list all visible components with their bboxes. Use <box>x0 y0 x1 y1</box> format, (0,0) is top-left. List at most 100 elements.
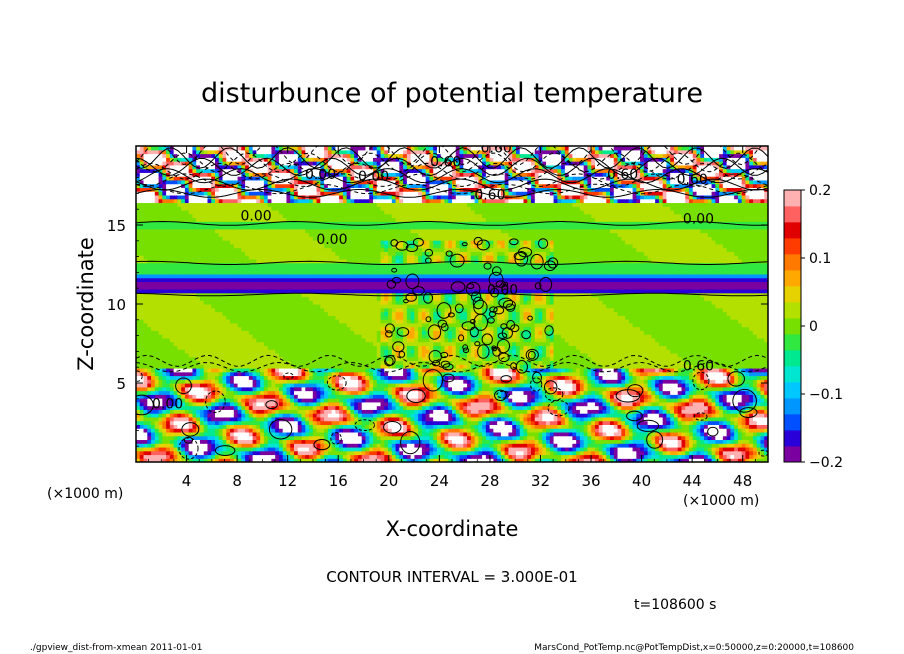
heatmap-cell <box>508 401 513 407</box>
heatmap-cell <box>376 431 382 437</box>
heatmap-cell <box>467 383 472 388</box>
heatmap-cell <box>425 390 431 395</box>
heatmap-cell <box>433 364 438 369</box>
heatmap-cell <box>764 424 768 429</box>
heatmap-cell <box>215 409 220 414</box>
heatmap-cell <box>455 352 461 358</box>
heatmap-cell <box>752 435 758 441</box>
heatmap-cell <box>602 364 607 369</box>
heatmap-cell <box>482 356 487 362</box>
heatmap-cell <box>673 356 679 362</box>
heatmap-cell <box>320 450 325 456</box>
heatmap-cell <box>263 352 269 358</box>
heatmap-cell <box>632 371 637 377</box>
heatmap-cell <box>203 364 209 369</box>
heatmap-cell <box>594 420 600 425</box>
heatmap-cell <box>546 364 551 369</box>
heatmap-cell <box>376 398 382 403</box>
heatmap-cell <box>331 446 336 452</box>
heatmap-cell <box>722 458 728 462</box>
heatmap-cell <box>433 450 438 456</box>
heatmap-cell <box>606 435 611 441</box>
heatmap-cell <box>459 424 464 429</box>
heatmap-cell <box>640 450 645 456</box>
heatmap-cell <box>478 409 483 414</box>
heatmap-cell <box>154 367 160 373</box>
heatmap-cell <box>538 443 543 448</box>
heatmap-cell <box>173 450 178 456</box>
heatmap-cell <box>617 390 622 395</box>
heatmap-cell <box>373 394 378 399</box>
heatmap-cell <box>444 458 449 462</box>
heatmap-cell <box>316 424 321 429</box>
heatmap-cell <box>737 424 743 429</box>
heatmap-cell <box>745 390 750 395</box>
heatmap-cell <box>452 390 457 395</box>
heatmap-cell <box>245 458 250 462</box>
heatmap-cell <box>617 446 622 452</box>
heatmap-cell <box>579 413 585 418</box>
heatmap-cell <box>429 458 434 462</box>
heatmap-cell <box>602 352 607 358</box>
heatmap-cell <box>610 431 615 437</box>
heatmap-cell <box>651 443 656 448</box>
heatmap-cell <box>444 446 449 452</box>
heatmap-cell <box>485 413 491 418</box>
heatmap-cell <box>448 394 453 399</box>
heatmap-cell <box>222 394 227 399</box>
heatmap-cell <box>388 398 393 403</box>
heatmap-cell <box>403 443 408 448</box>
heatmap-cell <box>188 371 194 377</box>
heatmap-cell <box>290 428 295 433</box>
heatmap-cell <box>685 454 690 459</box>
heatmap-cell <box>139 383 145 388</box>
heatmap-cell <box>252 360 257 365</box>
heatmap-cell <box>515 349 521 354</box>
heatmap-cell <box>531 443 536 448</box>
heatmap-cell <box>677 435 683 441</box>
heatmap-cell <box>549 371 555 377</box>
heatmap-cell <box>425 409 431 414</box>
heatmap-cell <box>722 420 728 425</box>
heatmap-cell <box>305 435 310 441</box>
heatmap-cell <box>335 349 340 354</box>
heatmap-cell <box>643 360 649 365</box>
heatmap-cell <box>158 364 163 369</box>
heatmap-cell <box>591 398 596 403</box>
heatmap-cell <box>188 390 194 395</box>
heatmap-cell <box>316 367 321 373</box>
heatmap-cell <box>628 356 634 362</box>
heatmap-cell <box>542 428 547 433</box>
heatmap-cell <box>335 420 340 425</box>
heatmap-cell <box>610 424 615 429</box>
heatmap-cell <box>700 371 705 377</box>
heatmap-cell <box>275 450 280 456</box>
heatmap-cell <box>704 454 709 459</box>
heatmap-cell <box>594 390 600 395</box>
heatmap-cell <box>651 394 656 399</box>
heatmap-cell <box>448 386 453 392</box>
heatmap-cell <box>546 398 551 403</box>
heatmap-cell <box>613 409 619 414</box>
heatmap-cell <box>655 390 660 395</box>
heatmap-cell <box>523 413 528 418</box>
heatmap-cell <box>245 439 250 444</box>
heatmap-cell <box>350 435 355 441</box>
heatmap-cell <box>192 398 197 403</box>
heatmap-cell <box>749 431 754 437</box>
heatmap-cell <box>598 431 604 437</box>
heatmap-cell <box>414 364 419 369</box>
heatmap-cell <box>162 383 167 388</box>
heatmap-cell <box>410 409 415 414</box>
heatmap-cell <box>136 416 141 422</box>
heatmap-cell <box>136 352 141 358</box>
heatmap-cell <box>192 390 197 395</box>
heatmap-cell <box>546 431 551 437</box>
heatmap-cell <box>248 431 254 437</box>
heatmap-cell <box>271 367 276 373</box>
heatmap-cell <box>215 364 220 369</box>
heatmap-cell <box>474 424 479 429</box>
heatmap-cell <box>700 386 705 392</box>
heatmap-cell <box>737 443 743 448</box>
heatmap-cell <box>576 383 581 388</box>
